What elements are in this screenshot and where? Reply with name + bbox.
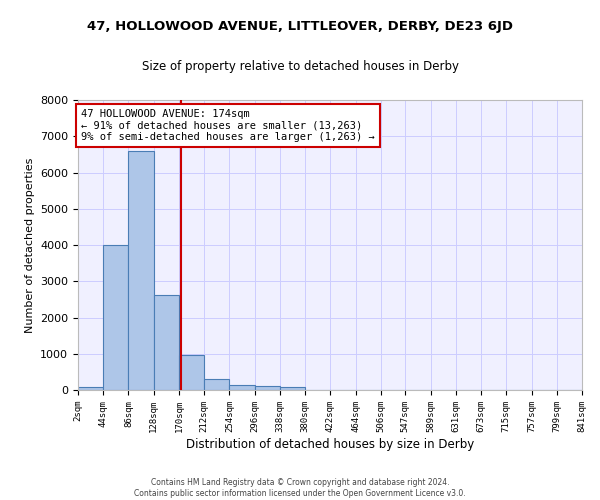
- Y-axis label: Number of detached properties: Number of detached properties: [25, 158, 35, 332]
- Bar: [128, 152, 154, 390]
- Bar: [254, 386, 280, 390]
- Text: Contains HM Land Registry data © Crown copyright and database right 2024.
Contai: Contains HM Land Registry data © Crown c…: [134, 478, 466, 498]
- Text: 47 HOLLOWOOD AVENUE: 174sqm
← 91% of detached houses are smaller (13,263)
9% of : 47 HOLLOWOOD AVENUE: 174sqm ← 91% of det…: [81, 109, 375, 142]
- Bar: [229, 386, 254, 390]
- Bar: [154, 294, 179, 390]
- Text: Size of property relative to detached houses in Derby: Size of property relative to detached ho…: [142, 60, 458, 73]
- Bar: [78, 388, 103, 390]
- Bar: [204, 379, 229, 390]
- X-axis label: Distribution of detached houses by size in Derby: Distribution of detached houses by size …: [186, 438, 474, 450]
- Text: 47, HOLLOWOOD AVENUE, LITTLEOVER, DERBY, DE23 6JD: 47, HOLLOWOOD AVENUE, LITTLEOVER, DERBY,…: [87, 20, 513, 33]
- Bar: [179, 355, 204, 390]
- Bar: [103, 245, 128, 390]
- Bar: [280, 386, 305, 390]
